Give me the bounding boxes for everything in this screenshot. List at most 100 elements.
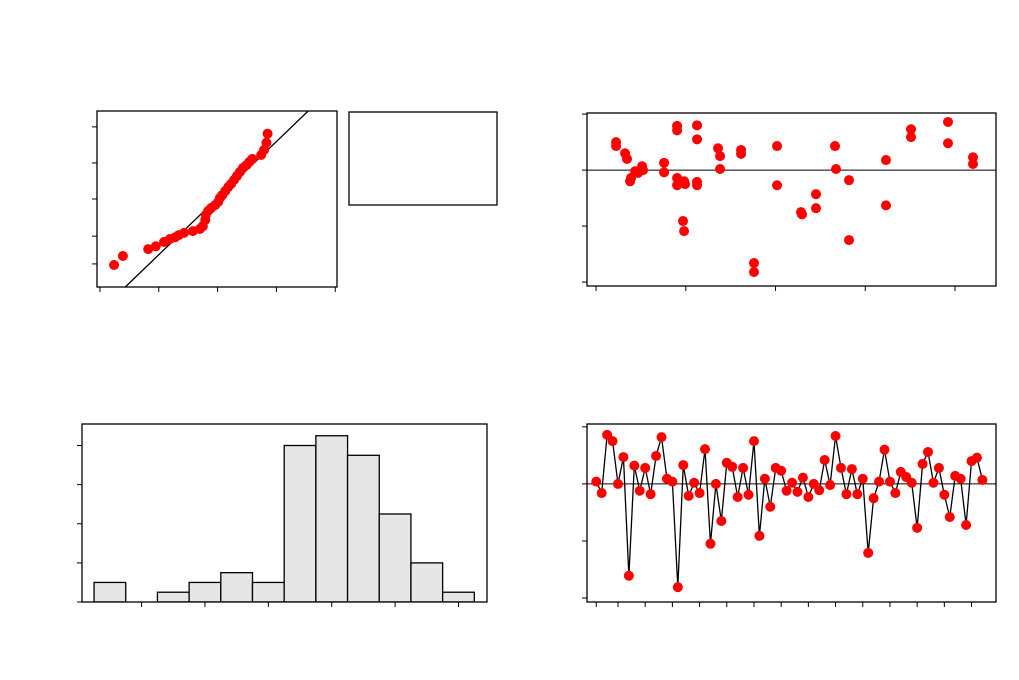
point: [923, 446, 934, 457]
point: [831, 163, 842, 174]
point: [810, 203, 821, 214]
point: [672, 582, 683, 593]
point: [748, 258, 759, 269]
point: [591, 476, 602, 487]
point: [611, 141, 622, 152]
point: [678, 216, 689, 227]
point: [781, 485, 792, 496]
point: [942, 116, 953, 127]
point: [857, 473, 868, 484]
point: [667, 476, 678, 487]
point: [738, 462, 749, 473]
point: [715, 163, 726, 174]
point: [680, 179, 691, 190]
point: [705, 538, 716, 549]
point: [645, 489, 656, 500]
point: [944, 511, 955, 522]
point: [634, 485, 645, 496]
point: [841, 489, 852, 500]
point: [659, 167, 670, 178]
point: [955, 473, 966, 484]
point: [879, 444, 890, 455]
point: [906, 132, 917, 143]
plot-frame: [586, 112, 997, 287]
plot-area: [587, 429, 996, 593]
bar: [93, 581, 127, 602]
point: [852, 489, 863, 500]
point: [868, 493, 879, 504]
point: [596, 488, 607, 499]
point: [692, 180, 703, 191]
plot-area: [109, 111, 309, 287]
panel: [582, 423, 997, 607]
point: [961, 519, 972, 530]
plot-area: [93, 435, 475, 602]
point: [247, 153, 258, 164]
bar: [283, 444, 317, 602]
point: [607, 436, 618, 447]
point: [884, 476, 895, 487]
point: [772, 141, 783, 152]
point: [906, 124, 917, 135]
point: [942, 138, 953, 149]
point: [933, 462, 944, 473]
bar: [315, 435, 349, 602]
point: [863, 547, 874, 558]
point: [261, 137, 272, 148]
point: [262, 128, 273, 139]
point: [814, 485, 825, 496]
point: [844, 175, 855, 186]
point: [776, 465, 787, 476]
point: [692, 134, 703, 145]
point: [689, 477, 700, 488]
point: [844, 235, 855, 246]
point: [803, 492, 814, 503]
point: [727, 461, 738, 472]
bar: [251, 581, 285, 602]
plot-frame: [96, 110, 338, 288]
bar: [188, 581, 222, 602]
bar: [378, 513, 412, 602]
point: [928, 477, 939, 488]
point: [629, 460, 640, 471]
point: [819, 454, 830, 465]
point: [810, 189, 821, 200]
point: [787, 477, 798, 488]
point: [618, 452, 629, 463]
plot-area: [587, 116, 996, 278]
point: [748, 436, 759, 447]
point: [700, 444, 711, 455]
point: [765, 501, 776, 512]
point: [710, 478, 721, 489]
point: [825, 480, 836, 491]
panel: [77, 423, 488, 607]
point: [692, 120, 703, 131]
point: [651, 450, 662, 461]
point: [716, 515, 727, 526]
point: [656, 432, 667, 443]
point: [713, 143, 724, 154]
point: [732, 492, 743, 503]
point: [759, 473, 770, 484]
point: [830, 430, 841, 441]
plot-frame: [81, 423, 488, 603]
point: [977, 474, 988, 485]
point: [890, 488, 901, 499]
point: [150, 241, 161, 252]
point: [939, 489, 950, 500]
bar: [156, 591, 190, 602]
point: [143, 244, 154, 255]
point: [797, 472, 808, 483]
point: [796, 209, 807, 220]
point: [117, 250, 128, 261]
point: [792, 486, 803, 497]
point: [659, 157, 670, 168]
point: [971, 452, 982, 463]
point: [678, 460, 689, 471]
point: [906, 477, 917, 488]
point: [968, 158, 979, 169]
point: [743, 489, 754, 500]
point: [736, 148, 747, 159]
point: [880, 155, 891, 166]
